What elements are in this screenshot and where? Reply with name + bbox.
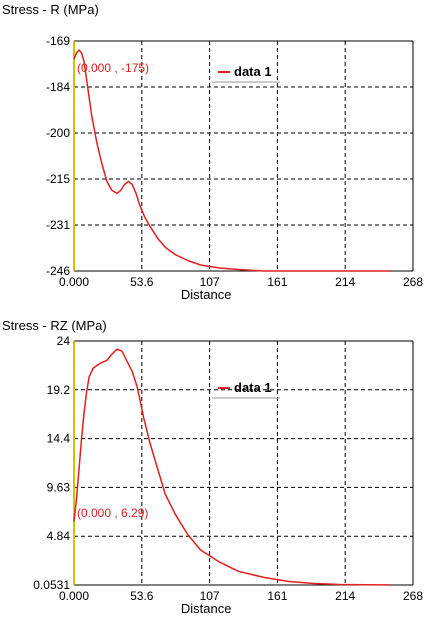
x-tick-label: 268 bbox=[403, 275, 423, 289]
y-tick-label: -215 bbox=[46, 172, 70, 186]
chart-title: Stress - RZ (MPa) bbox=[2, 318, 107, 333]
y-tick-label: 0.0531 bbox=[33, 578, 70, 592]
data-point-annotation: (0.000 , -175) bbox=[77, 61, 149, 75]
x-tick-label: 53.6 bbox=[130, 275, 154, 289]
y-tick-label: 19.2 bbox=[47, 383, 71, 397]
y-tick-label: -231 bbox=[46, 218, 70, 232]
data-point-annotation: (0.000 , 6.29) bbox=[77, 506, 148, 520]
x-tick-label: 0.000 bbox=[59, 589, 89, 603]
y-tick-label: -169 bbox=[46, 34, 70, 48]
y-tick-label: 24 bbox=[57, 334, 71, 348]
x-tick-label: 268 bbox=[403, 589, 423, 603]
x-axis-label: Distance bbox=[181, 287, 232, 302]
series-line-data-1 bbox=[73, 49, 391, 272]
x-tick-label: 107 bbox=[200, 275, 220, 289]
legend-label: data 1 bbox=[234, 64, 272, 79]
x-tick-label: 161 bbox=[267, 589, 287, 603]
x-axis-label: Distance bbox=[181, 601, 232, 616]
chart-stress-rz: Stress - RZ (MPa) 24 19.2 14.4 9.63 4.84 0.05… bbox=[0, 316, 444, 632]
y-tick-label: -246 bbox=[46, 264, 70, 278]
x-tick-label: 53.6 bbox=[130, 589, 154, 603]
x-tick-label: 0.000 bbox=[59, 275, 89, 289]
y-tick-label: 14.4 bbox=[47, 432, 71, 446]
x-tick-label: 161 bbox=[267, 275, 287, 289]
chart-title: Stress - R (MPa) bbox=[2, 2, 99, 17]
series-line-data-1 bbox=[73, 348, 391, 586]
plot-background bbox=[74, 41, 413, 271]
legend-label: data 1 bbox=[234, 380, 272, 395]
chart-stress-r: Stress - R (MPa) -169 -184 -200 -215 -231 -24… bbox=[2, 2, 423, 302]
x-tick-label: 107 bbox=[200, 589, 220, 603]
y-tick-label: 4.84 bbox=[47, 529, 71, 543]
x-tick-label: 214 bbox=[335, 589, 355, 603]
y-tick-label: -184 bbox=[46, 80, 70, 94]
plot-background bbox=[74, 341, 413, 585]
x-tick-label: 214 bbox=[335, 275, 355, 289]
y-tick-label: -200 bbox=[46, 126, 70, 140]
y-tick-label: 9.63 bbox=[47, 480, 71, 494]
